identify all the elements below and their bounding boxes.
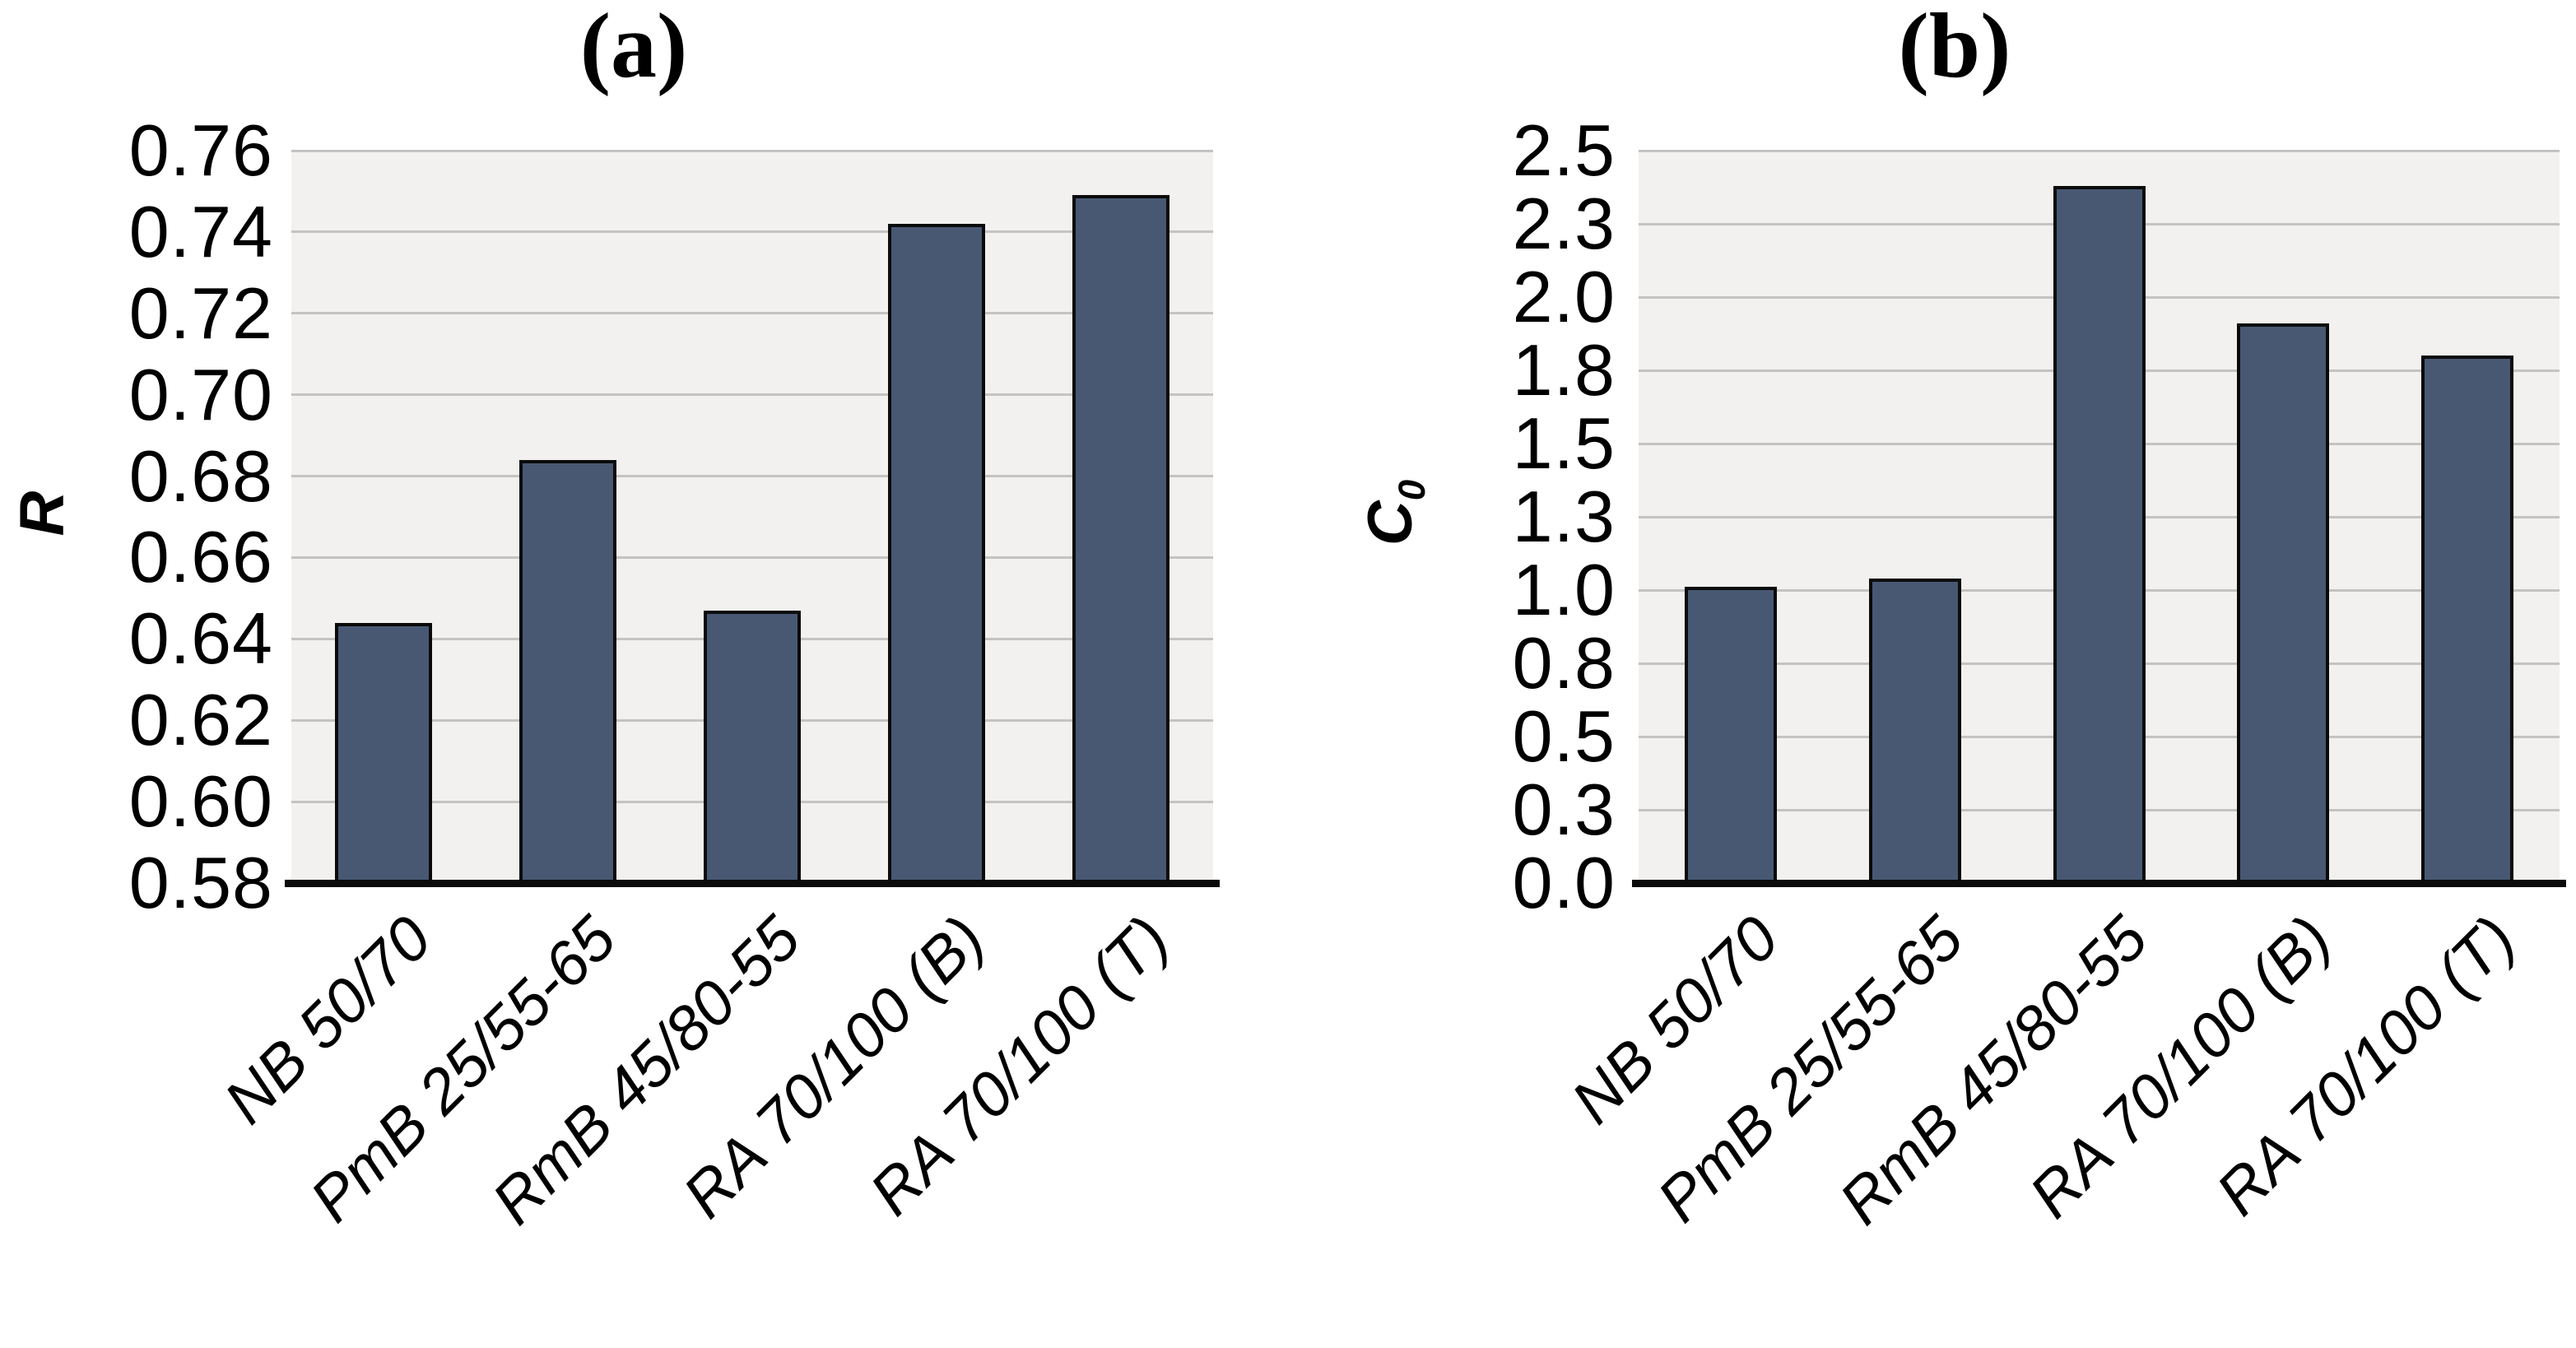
panel-b-plot-area: 0.0 0.3 0.5 0.8 1.0 1.3 1.5 1.8 2.0 2.3 2.5 NB 50/7… <box>1513 114 2566 1238</box>
y-tick-label: 0.5 <box>1512 695 1616 777</box>
x-axis-line <box>1632 880 2566 887</box>
y-tick-label: 0.64 <box>128 597 273 680</box>
gridline <box>291 312 1213 315</box>
y-tick-label: 0.3 <box>1512 769 1616 850</box>
gridline <box>291 230 1213 234</box>
gridline <box>291 555 1213 559</box>
y-tick-label: 0.68 <box>128 435 273 517</box>
bar-pmb-25-55-65 <box>1869 579 1961 883</box>
y-tick-label: 1.8 <box>1512 329 1616 411</box>
y-tick-label: 0.72 <box>128 272 273 354</box>
y-tick-label: 2.5 <box>1512 109 1616 191</box>
gridline <box>291 475 1213 478</box>
bar-ra-70-100-t- <box>1072 195 1169 883</box>
y-tick-label: 2.3 <box>1512 183 1616 264</box>
y-tick-label: 0.8 <box>1512 622 1616 704</box>
bar-nb-50-70 <box>335 623 432 883</box>
y-tick-label: 0.62 <box>128 679 273 761</box>
y-tick-label: 0.70 <box>128 353 273 435</box>
y-tick-label: 0.66 <box>128 516 273 598</box>
gridline <box>291 393 1213 397</box>
gridline <box>291 149 1213 152</box>
x-axis-line <box>285 880 1220 887</box>
y-tick-label: 1.0 <box>1512 549 1616 630</box>
panel-b-title: (b) <box>1898 0 2011 97</box>
bar-ra-70-100-b- <box>2237 323 2329 883</box>
bar-pmb-25-55-65 <box>519 460 616 883</box>
bar-rmb-45-80-55 <box>704 611 801 883</box>
y-tick-label: 0.58 <box>128 842 273 923</box>
y-tick-label: 1.3 <box>1512 476 1616 557</box>
bar-nb-50-70 <box>1685 587 1777 883</box>
bar-rmb-45-80-55 <box>2053 186 2146 883</box>
gridline <box>1639 149 2560 152</box>
y-tick-label: 2.0 <box>1512 256 1616 337</box>
y-tick-label: 0.0 <box>1512 842 1616 923</box>
panel-a-plot-area: 0.58 0.60 0.62 0.64 0.66 0.68 0.70 0.72 0.74 0.76… <box>129 114 1220 1238</box>
figure-two-panel-bar-charts: (a) R 0.58 0.60 0.62 0.64 0.66 0.68 0.70 0.72 0.… <box>7 0 2566 1239</box>
y-tick-label: 0.60 <box>128 760 273 843</box>
panel-a-title: (a) <box>579 0 688 97</box>
y-tick-label: 0.74 <box>128 190 273 272</box>
y-tick-label: 0.76 <box>128 109 273 191</box>
bar-ra-70-100-b- <box>888 224 985 883</box>
y-tick-label: 1.5 <box>1512 402 1616 484</box>
bar-ra-70-100-t- <box>2421 356 2513 883</box>
